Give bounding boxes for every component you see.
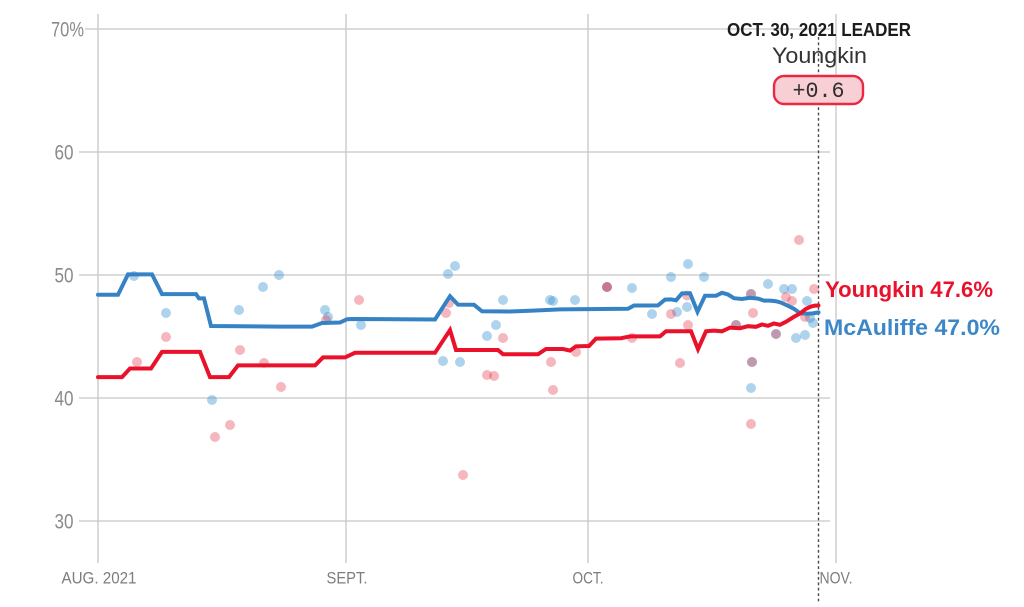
svg-text:70%: 70% [51, 19, 84, 42]
svg-text:OCT.: OCT. [573, 570, 604, 588]
svg-text:40: 40 [55, 388, 74, 411]
svg-text:60: 60 [55, 142, 74, 165]
svg-text:NOV.: NOV. [820, 570, 853, 588]
svg-text:Youngkin: Youngkin [772, 43, 867, 68]
svg-text:Youngkin 47.6%: Youngkin 47.6% [825, 277, 993, 302]
svg-text:30: 30 [55, 511, 74, 534]
svg-text:OCT. 30, 2021 LEADER: OCT. 30, 2021 LEADER [727, 20, 911, 40]
svg-text:AUG. 2021: AUG. 2021 [62, 570, 137, 588]
svg-text:McAuliffe 47.0%: McAuliffe 47.0% [824, 315, 1000, 340]
svg-text:50: 50 [55, 265, 74, 288]
svg-text:SEPT.: SEPT. [327, 570, 368, 588]
svg-text:+0.6: +0.6 [793, 79, 845, 104]
